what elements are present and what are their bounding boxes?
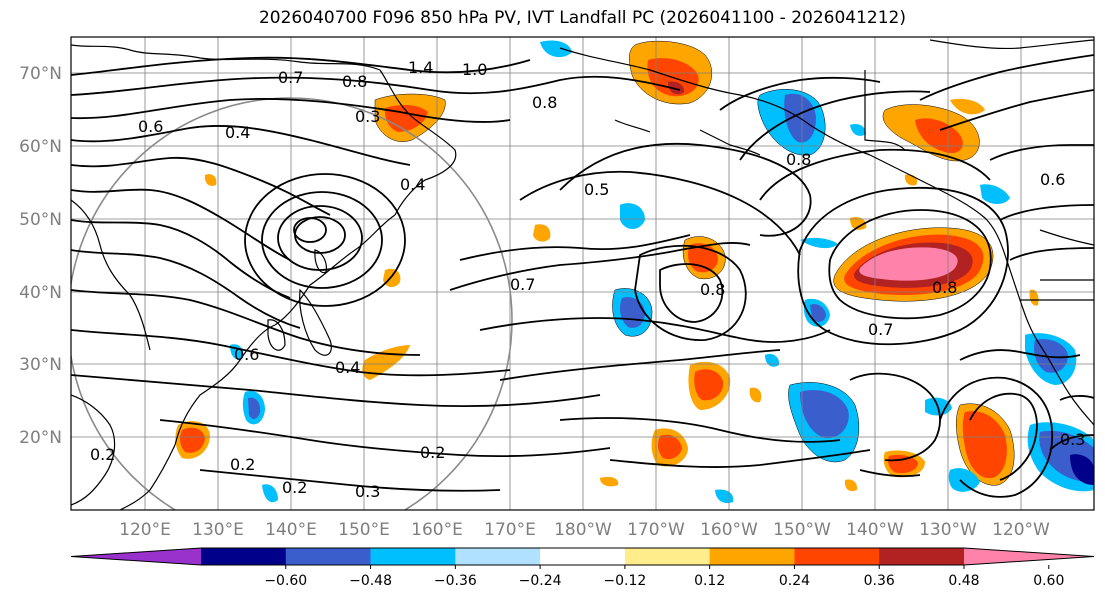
colorbar-segment [624, 548, 711, 565]
colorbar-segment [370, 548, 456, 565]
lat-label: 70°N [19, 64, 62, 84]
contour-label: 0.7 [510, 275, 535, 294]
colorbar-tick-label: 0.24 [779, 573, 810, 589]
colorbar-outline [70, 547, 1095, 566]
lon-label: 150°E [338, 520, 390, 540]
colorbar-segment [201, 548, 287, 565]
contour-label: 0.4 [400, 175, 425, 194]
pv-contours [71, 54, 1094, 498]
colorbar-tick-label: 0.60 [1033, 573, 1064, 589]
coastlines [71, 39, 1094, 510]
colorbar-segment [879, 548, 965, 565]
contour-label: 0.2 [420, 443, 445, 462]
colorbar-segment [794, 548, 880, 565]
colorbar: −0.60 −0.48 −0.36 −0.24 −0.12 0.12 0.24 0.36 0.4… [70, 547, 1095, 589]
lat-label: 50°N [19, 210, 62, 230]
lon-label: 140°W [846, 520, 904, 540]
lon-label: 180°W [554, 520, 612, 540]
graticule [71, 37, 1094, 510]
contour-label: 0.6 [1040, 170, 1065, 189]
colorbar-tick-label: 0.36 [864, 573, 895, 589]
lon-label: 170°E [484, 520, 536, 540]
lat-label: 20°N [19, 428, 62, 448]
colorbar-segment [285, 548, 372, 565]
contour-label: 0.7 [278, 68, 303, 87]
contour-label: 0.6 [234, 345, 259, 364]
contour-label: 0.8 [932, 278, 957, 297]
lon-label: 150°W [773, 520, 831, 540]
radius-circle [71, 97, 513, 510]
colorbar-tick-label: −0.60 [264, 573, 307, 589]
contour-label: 0.2 [230, 455, 255, 474]
lat-label: 40°N [19, 283, 62, 303]
lat-label: 60°N [19, 137, 62, 157]
lon-label: 130°E [192, 520, 244, 540]
colorbar-extend-max [964, 548, 1094, 565]
colorbar-tick-label: −0.48 [349, 573, 392, 589]
contour-label: 0.8 [786, 150, 811, 169]
lon-label: 170°W [627, 520, 685, 540]
map-title: 2026040700 F096 850 hPa PV, IVT Landfall… [258, 8, 906, 28]
contour-label: 0.4 [335, 358, 360, 377]
latitude-labels: 70°N 60°N 50°N 40°N 30°N 20°N [19, 64, 62, 448]
colorbar-extend-min [71, 548, 201, 565]
colorbar-tick-label: −0.12 [603, 573, 646, 589]
contour-label: 0.3 [1060, 430, 1085, 449]
colorbar-tick-label: −0.36 [434, 573, 477, 589]
colorbar-tick-label: 0.48 [948, 573, 979, 589]
contour-label: 0.4 [225, 123, 250, 142]
contour-label: 1.4 [408, 58, 433, 77]
ivt-shading [175, 40, 1094, 504]
contour-label: 0.5 [584, 180, 609, 199]
longitude-labels: 120°E 130°E 140°E 150°E 160°E 170°E 180°… [119, 520, 1050, 540]
lon-label: 140°E [265, 520, 317, 540]
contour-label: 0.7 [868, 320, 893, 339]
lon-label: 130°W [919, 520, 977, 540]
contour-label-group: 1.4 1.0 0.7 0.8 0.3 0.6 0.4 0.8 0.5 0.7 … [90, 58, 1085, 501]
contour-label: 0.8 [342, 72, 367, 91]
contour-label: 1.0 [462, 60, 487, 79]
contour-label: 0.8 [700, 280, 725, 299]
contour-label: 0.3 [355, 482, 380, 501]
colorbar-tick-label: −0.24 [519, 573, 562, 589]
map-frame [70, 36, 1095, 511]
colorbar-segment [455, 548, 541, 565]
contour-label: 0.3 [355, 107, 380, 126]
lon-label: 120°E [119, 520, 171, 540]
lat-label: 30°N [19, 355, 62, 375]
lon-label: 120°W [992, 520, 1050, 540]
colorbar-segment [540, 548, 626, 565]
lon-label: 160°E [411, 520, 463, 540]
colorbar-tick-label: 0.12 [694, 573, 725, 589]
contour-label: 0.6 [138, 117, 163, 136]
contour-label: 0.2 [90, 445, 115, 464]
lon-label: 160°W [700, 520, 758, 540]
contour-label: 0.2 [282, 478, 307, 497]
colorbar-segment [709, 548, 795, 565]
contour-label: 0.8 [532, 93, 557, 112]
